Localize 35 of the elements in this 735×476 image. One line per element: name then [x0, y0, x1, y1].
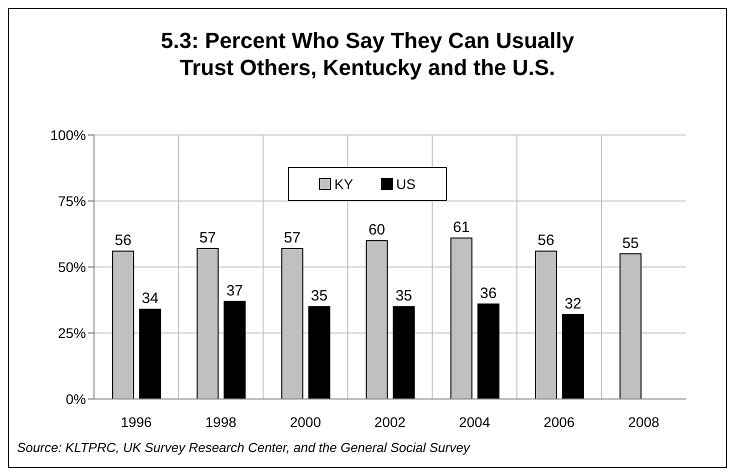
source-note: Source: KLTPRC, UK Survey Research Center, and the General Social Survey	[17, 440, 470, 455]
data-label: 60	[368, 222, 386, 239]
bar	[308, 306, 330, 399]
x-tick-label: 2008	[628, 414, 660, 430]
x-tick-label: 2002	[374, 414, 406, 430]
data-label: 35	[395, 288, 412, 305]
legend-label: KY	[333, 176, 354, 192]
data-label: 32	[564, 296, 582, 313]
y-tick-label: 25%	[58, 324, 86, 341]
y-tick-label: 100%	[50, 126, 86, 143]
x-tick-label: 2004	[458, 414, 490, 430]
bar	[224, 300, 246, 399]
data-label: 57	[199, 230, 216, 247]
y-tick-label: 75%	[58, 192, 86, 209]
data-label: 36	[480, 284, 497, 302]
bar	[139, 308, 162, 399]
data-label: 61	[453, 218, 470, 236]
bar	[392, 306, 415, 399]
data-label: 55	[622, 234, 639, 252]
x-tick-label: 2000	[290, 414, 322, 430]
y-tick-label: 50%	[58, 258, 86, 275]
data-label: 37	[226, 282, 244, 300]
x-tick-label: 1996	[120, 414, 152, 430]
x-tick-label: 2006	[544, 414, 575, 430]
x-tick-label: 1998	[205, 414, 237, 430]
data-label: 56	[114, 232, 132, 250]
bar	[477, 303, 500, 399]
data-label: 34	[142, 290, 158, 308]
legend-label: US	[395, 176, 416, 192]
y-tick-label: 0%	[66, 390, 86, 407]
data-label: 56	[538, 232, 554, 250]
chart-title: 5.3: Percent Who Say They Can Usually Trust Others, Kentucky and the U.S.	[160, 27, 576, 82]
data-label: 35	[310, 288, 328, 305]
bar	[562, 314, 584, 399]
data-label: 57	[284, 230, 301, 247]
